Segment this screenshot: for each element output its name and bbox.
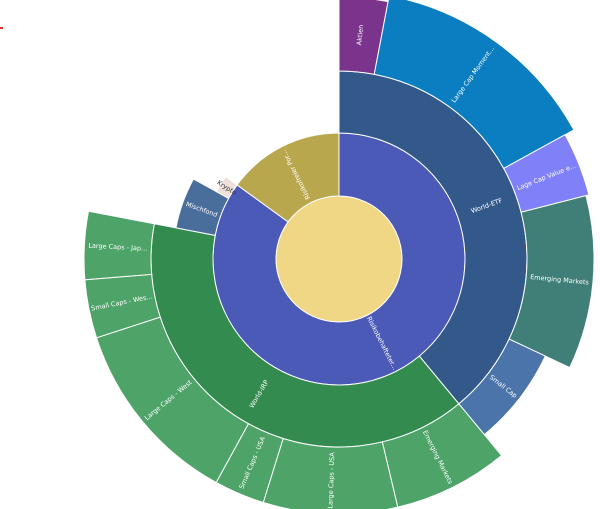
- sunburst-center[interactable]: [275, 195, 403, 323]
- corner-mark: [0, 27, 3, 29]
- segment-emerging-markets[interactable]: [508, 194, 595, 369]
- segment-krypto[interactable]: [215, 176, 238, 199]
- segment-large-caps-jap[interactable]: [83, 210, 155, 281]
- label-aktien: Aktien: [355, 24, 365, 45]
- label-large-caps-jap: Large Caps - Jap...: [88, 242, 147, 253]
- label-large-caps-usa: Large Caps - USA: [326, 452, 336, 509]
- segment-large-cap-moment[interactable]: [373, 0, 575, 170]
